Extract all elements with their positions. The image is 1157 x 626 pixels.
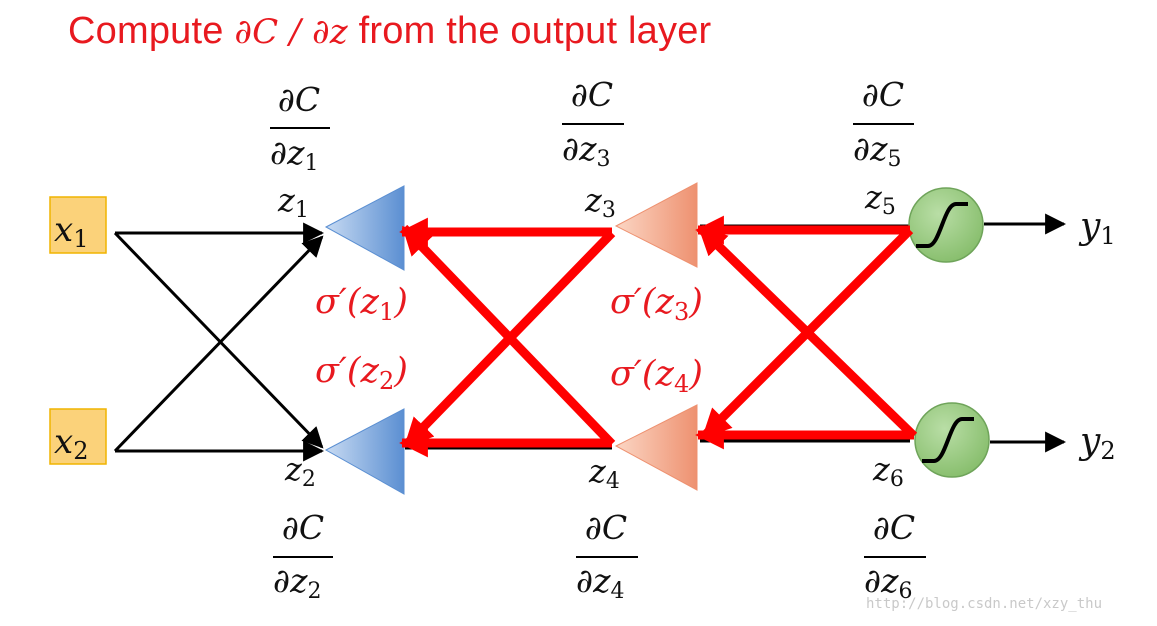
sigma-prime-z1: σ′(z1) bbox=[315, 282, 408, 326]
grad-denominator: ∂z4 bbox=[576, 561, 624, 604]
grad-numerator: ∂C bbox=[571, 75, 613, 114]
output-label-y1: y1 bbox=[1078, 206, 1116, 250]
grad-dC-dz3: ∂C ∂z3 bbox=[562, 75, 624, 172]
grad-numerator: ∂C bbox=[862, 75, 904, 114]
z-label-5: z5 bbox=[864, 178, 896, 220]
sigma-prime-z2: σ′(z2) bbox=[315, 351, 408, 395]
output-label-y2: y2 bbox=[1078, 421, 1116, 465]
grad-denominator: ∂z2 bbox=[273, 561, 321, 604]
grad-denominator: ∂z1 bbox=[270, 133, 318, 176]
z-label-1: z1 bbox=[277, 181, 309, 223]
z-label-3: z3 bbox=[584, 181, 616, 223]
edge-x2-z1 bbox=[115, 237, 322, 451]
z-label-2: z2 bbox=[284, 450, 316, 492]
grad-numerator: ∂C bbox=[873, 508, 915, 547]
neuron-z6-circle bbox=[915, 403, 989, 477]
neuron-z2-triangle bbox=[326, 409, 404, 494]
neuron-z4-triangle bbox=[616, 405, 697, 490]
grad-dC-dz1: ∂C ∂z1 bbox=[270, 80, 330, 176]
grad-denominator: ∂z5 bbox=[853, 129, 901, 172]
watermark: http://blog.csdn.net/xzy_thu bbox=[866, 596, 1102, 612]
grad-numerator: ∂C bbox=[585, 508, 627, 547]
edge-x1-z2 bbox=[115, 233, 322, 447]
grad-dC-dz2: ∂C ∂z2 bbox=[273, 508, 333, 604]
sigma-prime-z4: σ′(z4) bbox=[610, 354, 703, 398]
grad-numerator: ∂C bbox=[278, 80, 320, 119]
sigma-prime-z3: σ′(z3) bbox=[610, 282, 703, 326]
neuron-z3-triangle bbox=[616, 183, 697, 267]
grad-dC-dz5: ∂C ∂z5 bbox=[853, 75, 914, 172]
grad-dC-dz6: ∂C ∂z6 bbox=[864, 508, 926, 604]
grad-dC-dz4: ∂C ∂z4 bbox=[576, 508, 638, 604]
neuron-z1-triangle bbox=[326, 186, 404, 270]
z-label-4: z4 bbox=[588, 452, 620, 494]
grad-numerator: ∂C bbox=[282, 508, 324, 547]
z-label-6: z6 bbox=[872, 450, 904, 492]
grad-denominator: ∂z3 bbox=[562, 129, 610, 172]
backprop-connections bbox=[402, 228, 914, 445]
neuron-z5-circle bbox=[909, 188, 983, 262]
